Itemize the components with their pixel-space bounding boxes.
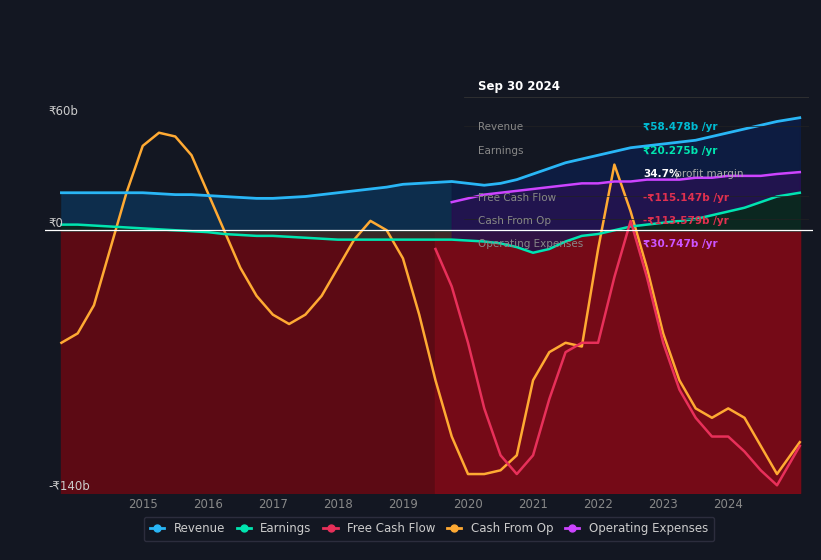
Legend: Revenue, Earnings, Free Cash Flow, Cash From Op, Operating Expenses: Revenue, Earnings, Free Cash Flow, Cash … <box>144 516 714 542</box>
Text: -₹115.147b /yr: -₹115.147b /yr <box>643 193 729 203</box>
Text: profit margin: profit margin <box>672 169 744 179</box>
Text: Sep 30 2024: Sep 30 2024 <box>478 80 560 93</box>
Text: Operating Expenses: Operating Expenses <box>478 239 583 249</box>
Text: ₹0: ₹0 <box>48 217 63 230</box>
Text: -₹140b: -₹140b <box>48 480 90 493</box>
Text: Free Cash Flow: Free Cash Flow <box>478 193 556 203</box>
Text: Earnings: Earnings <box>478 146 523 156</box>
Text: Cash From Op: Cash From Op <box>478 216 551 226</box>
Text: -₹113.579b /yr: -₹113.579b /yr <box>643 216 729 226</box>
Text: Revenue: Revenue <box>478 122 523 132</box>
Text: 34.7%: 34.7% <box>643 169 680 179</box>
Text: ₹20.275b /yr: ₹20.275b /yr <box>643 146 718 156</box>
Text: ₹30.747b /yr: ₹30.747b /yr <box>643 239 718 249</box>
Text: ₹58.478b /yr: ₹58.478b /yr <box>643 122 718 132</box>
Text: ₹60b: ₹60b <box>48 105 78 118</box>
